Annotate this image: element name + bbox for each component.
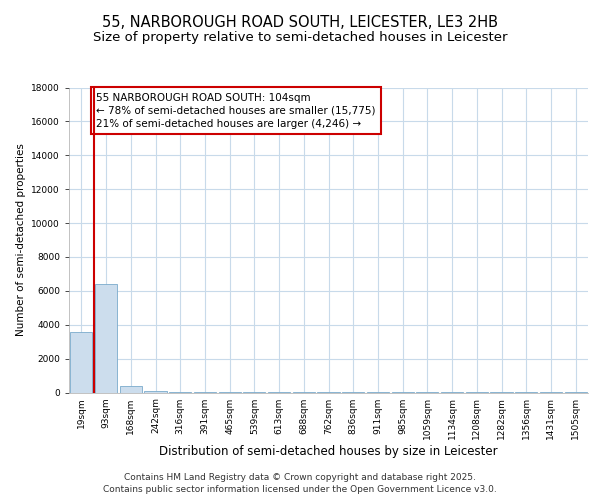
X-axis label: Distribution of semi-detached houses by size in Leicester: Distribution of semi-detached houses by … bbox=[159, 445, 498, 458]
Text: 55 NARBOROUGH ROAD SOUTH: 104sqm
← 78% of semi-detached houses are smaller (15,7: 55 NARBOROUGH ROAD SOUTH: 104sqm ← 78% o… bbox=[96, 92, 376, 129]
Bar bbox=[70, 332, 92, 392]
Bar bbox=[119, 386, 142, 392]
Y-axis label: Number of semi-detached properties: Number of semi-detached properties bbox=[16, 144, 26, 336]
Bar bbox=[95, 284, 117, 393]
Text: 55, NARBOROUGH ROAD SOUTH, LEICESTER, LE3 2HB: 55, NARBOROUGH ROAD SOUTH, LEICESTER, LE… bbox=[102, 15, 498, 30]
Text: Contains public sector information licensed under the Open Government Licence v3: Contains public sector information licen… bbox=[103, 484, 497, 494]
Text: Contains HM Land Registry data © Crown copyright and database right 2025.: Contains HM Land Registry data © Crown c… bbox=[124, 473, 476, 482]
Text: Size of property relative to semi-detached houses in Leicester: Size of property relative to semi-detach… bbox=[93, 31, 507, 44]
